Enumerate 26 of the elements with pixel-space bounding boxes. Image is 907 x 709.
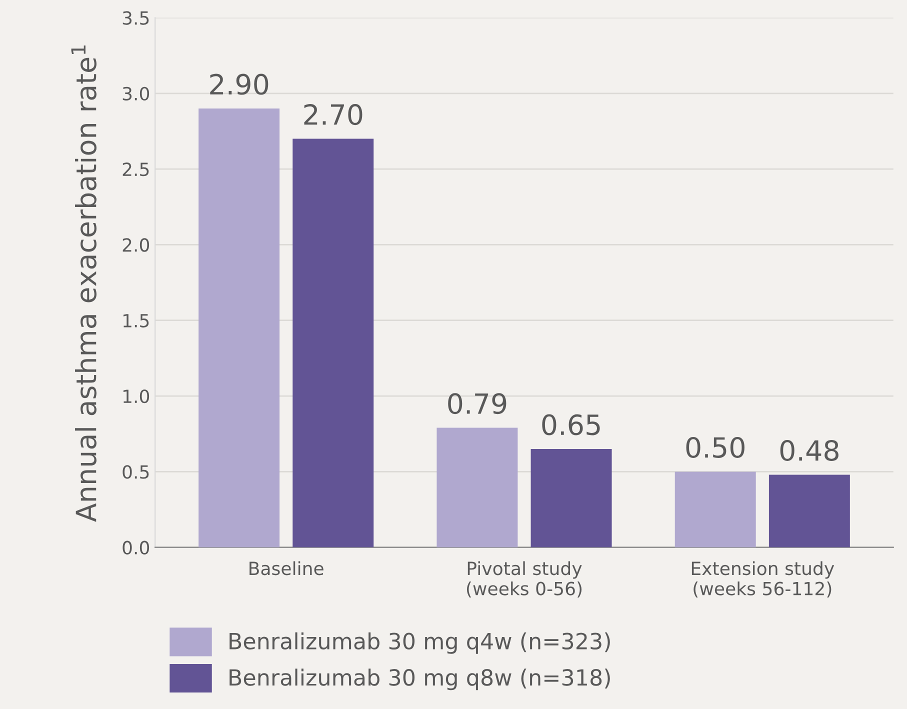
y-tick-label: 0.0 [122, 540, 150, 554]
y-axis-title: Annual asthma exacerbation rate$^{1}$ [71, 46, 97, 522]
text: 0.79 [448, 393, 506, 414]
bar [768, 474, 850, 548]
y-tick-label: 1.0 [124, 389, 150, 404]
bar [292, 138, 374, 548]
text: 0.50 [686, 436, 744, 458]
y-tick-label: 3.5 [122, 11, 149, 25]
y-tick-label: 2.5 [122, 162, 149, 176]
y-tick-label: 1.5 [124, 314, 149, 328]
text: 2.70 [304, 104, 362, 126]
text: 0.48 [780, 440, 838, 461]
legend-label: Benralizumab 30 mg q8w (n=318) [230, 668, 610, 690]
bar [530, 448, 612, 548]
x-tick-label: Baseline [250, 561, 324, 576]
legend-label: Benralizumab 30 mg q4w (n=323) [230, 632, 610, 654]
y-tick-label: 3.0 [122, 86, 150, 100]
bar [674, 472, 756, 548]
y-tick-label: 0.5 [122, 465, 149, 479]
x-tick-label: Extension study (weeks 56-112) [692, 561, 834, 598]
bar [436, 428, 518, 548]
bar [198, 108, 280, 548]
x-tick-label: Pivotal study (weeks 0-56) [466, 561, 582, 598]
text: 2.90 [210, 74, 268, 95]
y-tick-label: 2.0 [122, 238, 150, 252]
text: 0.65 [542, 414, 600, 436]
